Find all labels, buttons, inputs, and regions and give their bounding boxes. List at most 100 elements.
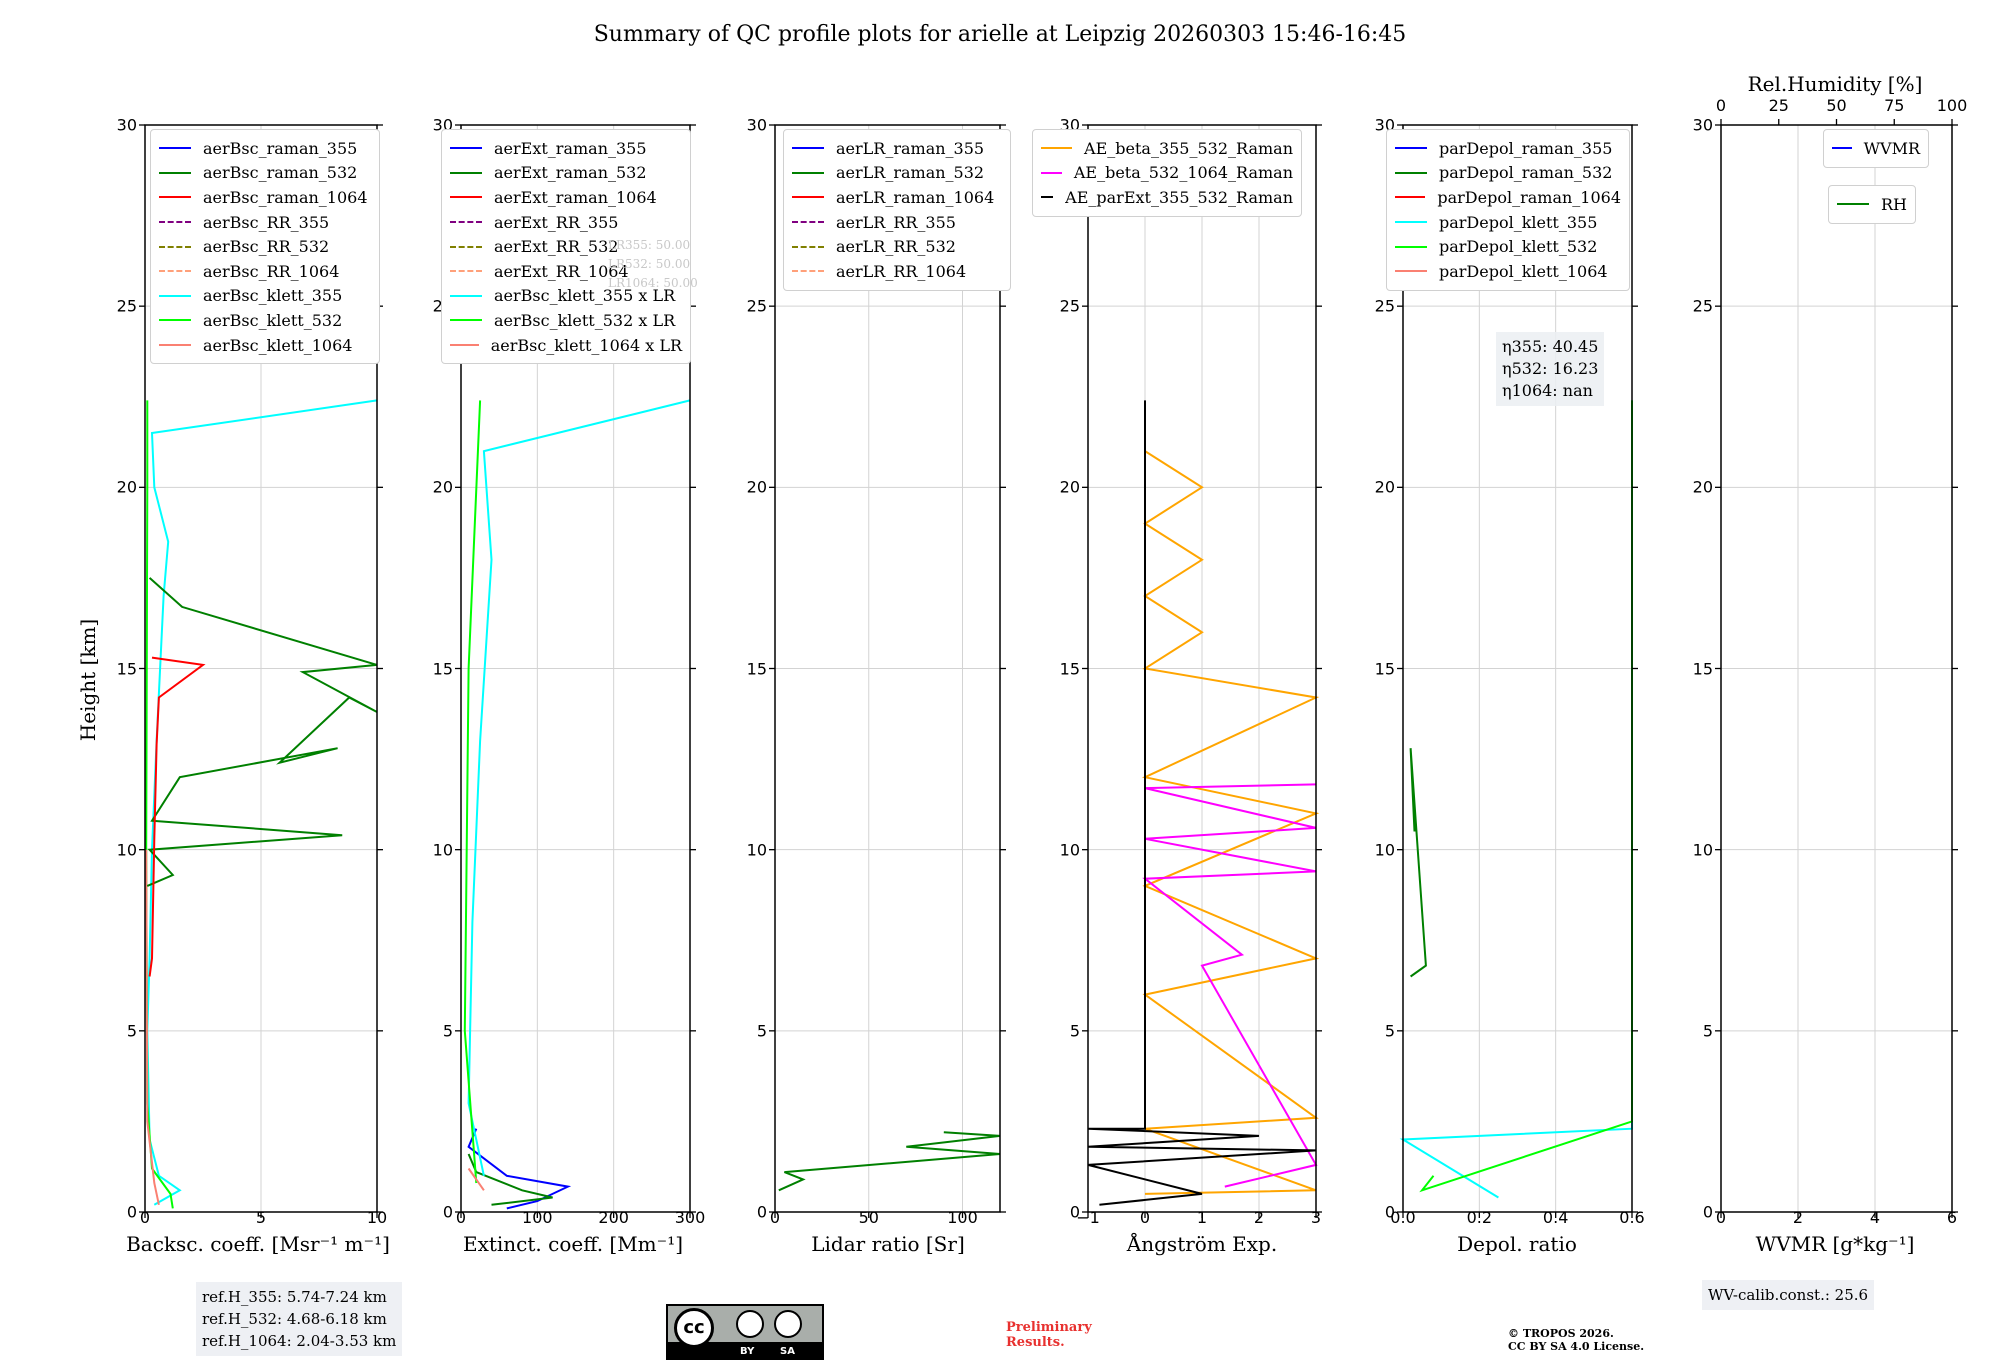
xtick-label: 100: [947, 1208, 978, 1227]
xtick-label: 6: [1946, 1208, 1958, 1227]
ytick-label: 10: [432, 840, 453, 860]
legend-swatch: [159, 344, 191, 347]
legend-swatch: [450, 245, 482, 248]
legend-swatch: [1395, 245, 1427, 248]
legend-swatch: [450, 171, 482, 174]
legend-entry: RH: [1837, 192, 1907, 217]
legend-label: aerBsc_klett_1064: [203, 335, 353, 355]
lr-label-532: LR532: 50.00: [608, 257, 691, 271]
legend-entry: parDepol_raman_355: [1395, 136, 1621, 161]
legend-label: aerBsc_RR_355: [203, 212, 330, 232]
legend-swatch: [1041, 196, 1054, 199]
legend-swatch: [792, 196, 824, 199]
preliminary-line-2: Results.: [1006, 1335, 1065, 1350]
legend-swatch: [450, 319, 482, 322]
ytick-label: 15: [1059, 659, 1080, 678]
series-aerBsc_klett_1064: [145, 849, 160, 1206]
legend-label: parDepol_klett_1064: [1439, 261, 1608, 281]
ytick-label: 5: [1702, 1021, 1713, 1041]
legend-label: aerBsc_raman_355: [203, 138, 358, 158]
legend-swatch: [450, 221, 482, 224]
ytick-label: 0: [126, 1202, 137, 1222]
legend-label: aerBsc_klett_355 x LR: [494, 286, 676, 306]
legend-swatch: [1395, 171, 1427, 174]
legend-entry: aerLR_raman_532: [792, 161, 1002, 186]
legend-label: parDepol_klett_355: [1439, 212, 1598, 232]
legend-entry: aerLR_RR_532: [792, 234, 1002, 259]
xlabel-wvmr: WVMR [g*kg⁻¹]: [1755, 1232, 1915, 1256]
wv-calib-box: WV-calib.const.: 25.6: [1702, 1280, 1875, 1310]
legend-entry: AE_beta_355_532_Raman: [1041, 136, 1293, 161]
series-aerLR_raman_532: [778, 1131, 1001, 1192]
ytick-label: 25: [1059, 296, 1080, 316]
ytick-label: 25: [1374, 296, 1395, 316]
legend-label: aerBsc_raman_532: [203, 163, 358, 183]
ref-height-box: ref.H_355: 5.74-7.24 km ref.H_532: 4.68-…: [196, 1282, 403, 1356]
series-aerBsc_klett_1064 x LR: [467, 1167, 485, 1191]
legend-entry: aerLR_RR_1064: [792, 259, 1002, 284]
legend-swatch: [159, 245, 191, 248]
legend-wvmr: WVMR: [1823, 129, 1929, 168]
legend-label: aerBsc_RR_1064: [203, 261, 340, 281]
series-aerBsc_raman_1064: [148, 656, 206, 977]
top-tick-label: 25: [1768, 96, 1789, 115]
top-tick-label: 0: [1715, 96, 1727, 115]
legend-swatch: [159, 270, 191, 273]
series-aerExt_raman_355: [467, 1128, 572, 1210]
legend-swatch: [1832, 147, 1852, 150]
legend-swatch: [159, 171, 191, 174]
cc-by-text: BY: [740, 1346, 755, 1357]
legend-entry: aerExt_RR_1064: [450, 259, 682, 284]
legend-label: aerExt_RR_355: [494, 212, 619, 232]
xtick-label: 50: [858, 1208, 879, 1227]
legend-entry: aerBsc_klett_532 x LR: [450, 308, 682, 333]
legend-entry: AE_parExt_355_532_Raman: [1041, 185, 1293, 210]
legend-label: aerLR_raman_355: [836, 138, 985, 158]
legend-swatch: [792, 147, 824, 150]
legend-swatch: [159, 294, 191, 297]
copyright-note: © TROPOS 2026. CC BY SA 4.0 License.: [1508, 1327, 1644, 1353]
legend-backscatter: aerBsc_raman_355 aerBsc_raman_532 aerBsc_r…: [150, 129, 380, 365]
legend-label: aerLR_RR_532: [836, 237, 956, 257]
sa-icon: [774, 1310, 802, 1338]
legend-label: aerExt_raman_532: [494, 163, 647, 183]
legend-label: AE_parExt_355_532_Raman: [1065, 187, 1293, 207]
legend-label: parDepol_raman_532: [1439, 163, 1613, 183]
legend-entry: aerBsc_klett_532: [159, 308, 371, 333]
xtick-label: 4: [1869, 1208, 1881, 1227]
legend-label: AE_beta_355_532_Raman: [1084, 138, 1293, 158]
cc-icon: cc: [674, 1308, 714, 1348]
legend-swatch: [1395, 147, 1427, 150]
legend-angstrom: AE_beta_355_532_Raman AE_beta_532_1064_Ra…: [1032, 129, 1302, 217]
series-parDepol_klett_532: [1419, 400, 1633, 1193]
ytick-label: 15: [116, 659, 137, 678]
legend-label: aerBsc_klett_355: [203, 286, 343, 306]
series-aerBsc_klett_532: [145, 400, 174, 1209]
legend-entry: aerBsc_RR_1064: [159, 259, 371, 284]
legend-swatch: [1395, 270, 1427, 273]
xtick-label: 0.6: [1619, 1208, 1645, 1227]
legend-label: WVMR: [1863, 138, 1920, 158]
ref-h-532: ref.H_532: 4.68-6.18 km: [202, 1310, 387, 1328]
ytick-label: 20: [1374, 477, 1395, 497]
legend-swatch: [159, 196, 191, 199]
eta-1064: η1064: nan: [1502, 381, 1593, 400]
legend-swatch: [450, 147, 482, 150]
figure-title: Summary of QC profile plots for arielle …: [593, 22, 1407, 47]
legend-entry: parDepol_klett_1064: [1395, 259, 1621, 284]
ytick-label: 10: [746, 840, 767, 860]
ytick-label: 15: [1374, 659, 1395, 678]
ytick-label: 20: [1059, 477, 1080, 497]
xtick-label: 2: [1792, 1208, 1804, 1227]
ytick-label: 5: [1069, 1021, 1080, 1041]
xlabel-depol: Depol. ratio: [1457, 1232, 1577, 1256]
ytick-label: 0: [1069, 1202, 1080, 1222]
legend-swatch: [450, 344, 479, 347]
legend-entry: aerExt_raman_532: [450, 161, 682, 186]
legend-entry: aerExt_RR_532: [450, 234, 682, 259]
xtick-label: 100: [522, 1208, 553, 1227]
xtick-label: 5: [255, 1208, 267, 1227]
legend-label: aerBsc_raman_1064: [203, 187, 368, 207]
by-icon: [736, 1310, 764, 1338]
